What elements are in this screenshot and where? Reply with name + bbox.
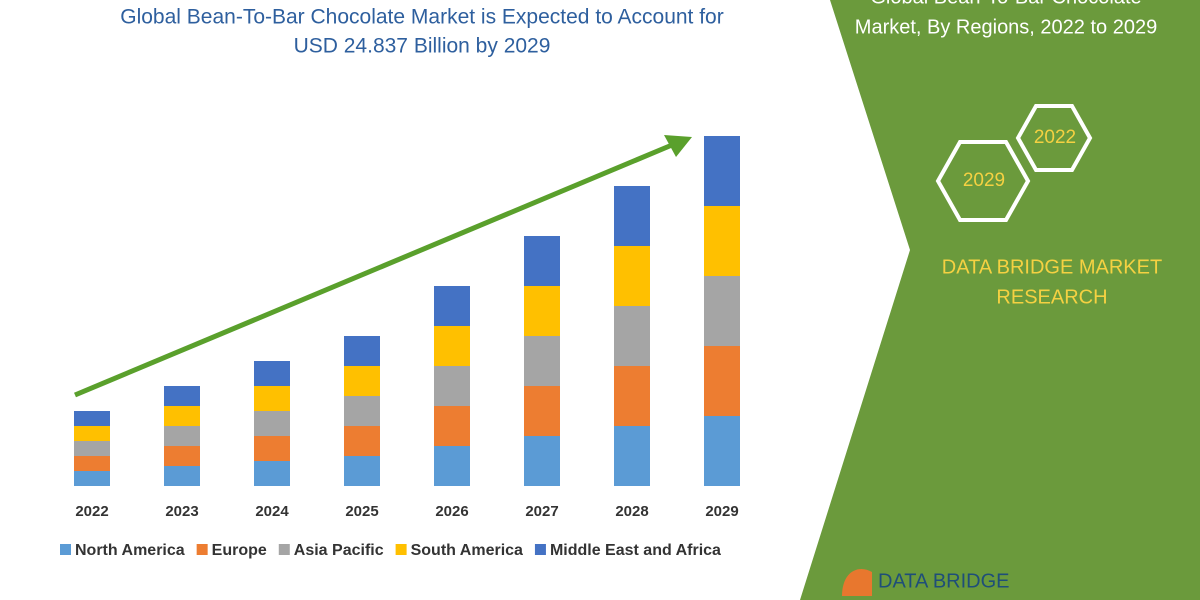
legend-label: South America xyxy=(411,542,523,559)
brand-text: RESEARCH xyxy=(996,286,1107,308)
bar-segment xyxy=(704,346,740,416)
x-tick-label: 2024 xyxy=(255,503,289,520)
bar-segment xyxy=(524,386,560,436)
legend-label: Asia Pacific xyxy=(294,542,384,559)
bar-segment xyxy=(524,286,560,336)
x-tick-label: 2026 xyxy=(435,503,468,520)
bar-segment xyxy=(74,456,110,471)
bar-segment xyxy=(164,466,200,486)
hexagon-label: 2022 xyxy=(1034,127,1076,148)
bar-segment xyxy=(254,386,290,411)
hexagon xyxy=(935,140,1031,222)
hexagon xyxy=(1015,104,1093,172)
chart-title: USD 24.837 Billion by 2029 xyxy=(294,35,551,58)
legend-swatch xyxy=(534,544,546,555)
hexagon-label: 2029 xyxy=(963,170,1005,191)
bar-segment xyxy=(614,366,650,426)
panel-title: Market, By Regions, 2022 to 2029 xyxy=(855,16,1157,38)
bar-segment xyxy=(524,236,560,286)
plot: 2022 2023 2024 2025 2026 2027 2028 2029 North Am… xyxy=(60,136,740,559)
legend-swatch xyxy=(278,544,290,555)
bar-segment xyxy=(164,406,200,426)
x-tick-label: 2023 xyxy=(165,503,198,520)
bar-segment xyxy=(524,336,560,386)
bar-segment xyxy=(614,246,650,306)
x-tick-label: 2027 xyxy=(525,503,558,520)
bar-segment xyxy=(254,461,290,486)
bar-segment xyxy=(254,436,290,461)
bar-segment xyxy=(434,326,470,366)
bar-segment xyxy=(434,366,470,406)
legend-label: Europe xyxy=(212,542,267,559)
bar-segment xyxy=(614,306,650,366)
bar-segment xyxy=(704,136,740,206)
bar-segment xyxy=(704,416,740,486)
bar-segment xyxy=(164,446,200,466)
bar-segment xyxy=(344,366,380,396)
green-panel xyxy=(800,0,1200,600)
bar-segment xyxy=(704,276,740,346)
panel-title: Global Bean-To-Bar Chocolate xyxy=(870,0,1141,8)
legend-swatch xyxy=(395,544,407,555)
logo-text: DATA BRIDGE xyxy=(878,570,1010,592)
bar-segment xyxy=(614,426,650,486)
trend-arrow xyxy=(74,142,673,398)
bar-segment xyxy=(434,406,470,446)
bar-segment xyxy=(164,386,200,406)
bar-segment xyxy=(614,186,650,246)
x-tick-label: 2028 xyxy=(615,503,648,520)
bar-segment xyxy=(344,336,380,366)
bar-segment xyxy=(704,206,740,276)
bar-segment xyxy=(344,396,380,426)
brand-text: DATA BRIDGE MARKET xyxy=(942,256,1162,278)
bar-segment xyxy=(74,426,110,441)
bar-segment xyxy=(344,456,380,486)
logo-icon xyxy=(842,569,872,596)
bar-segment xyxy=(74,441,110,456)
x-tick-label: 2025 xyxy=(345,503,378,520)
legend-swatch xyxy=(196,544,208,555)
bar-segment xyxy=(74,471,110,486)
bar-segment xyxy=(164,426,200,446)
bar-segment xyxy=(74,411,110,426)
bar-segment xyxy=(254,411,290,436)
legend-label: Middle East and Africa xyxy=(550,542,721,559)
legend-label: North America xyxy=(75,542,185,559)
bar-segment xyxy=(434,286,470,326)
bar-segment xyxy=(524,436,560,486)
trend-arrow-head xyxy=(664,135,692,157)
bar-segment xyxy=(344,426,380,456)
x-tick-label: 2022 xyxy=(75,503,108,520)
chart-title: Global Bean-To-Bar Chocolate Market is E… xyxy=(120,6,723,29)
x-tick-label: 2029 xyxy=(705,503,738,520)
legend-swatch xyxy=(60,544,71,555)
bar-segment xyxy=(254,361,290,386)
bar-segment xyxy=(434,446,470,486)
